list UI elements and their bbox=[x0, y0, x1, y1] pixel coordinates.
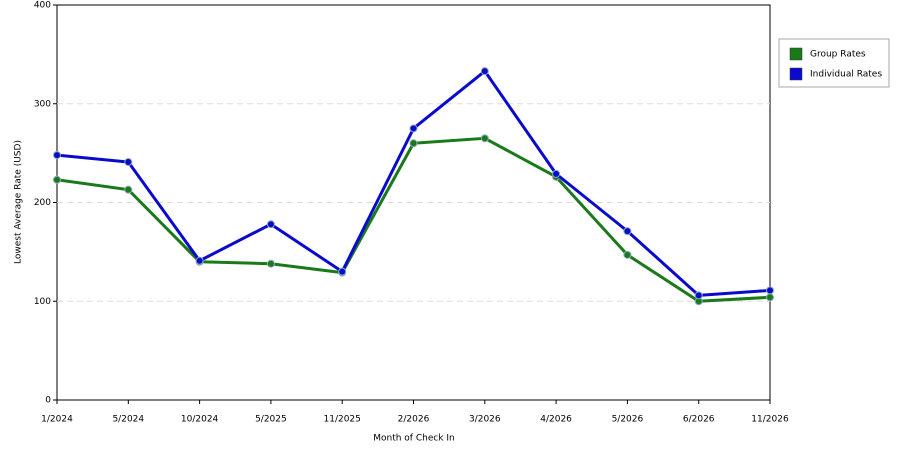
data-point bbox=[338, 267, 347, 276]
data-point bbox=[266, 259, 275, 268]
x-tick-label: 3/2026 bbox=[469, 415, 501, 425]
x-tick-label: 5/2024 bbox=[112, 415, 144, 425]
data-point bbox=[766, 286, 774, 295]
y-tick-label: 100 bbox=[34, 297, 51, 307]
y-tick-label: 0 bbox=[45, 396, 51, 406]
data-point bbox=[409, 139, 418, 148]
data-point bbox=[266, 220, 275, 229]
data-point bbox=[124, 158, 133, 167]
data-point bbox=[623, 250, 632, 259]
x-tick-label: 11/2025 bbox=[324, 415, 361, 425]
y-tick-label: 400 bbox=[34, 1, 51, 11]
data-point bbox=[623, 227, 632, 236]
legend-swatch bbox=[789, 47, 803, 61]
data-point bbox=[53, 175, 61, 184]
x-tick-label: 4/2026 bbox=[540, 415, 572, 425]
data-point bbox=[552, 169, 561, 178]
x-tick-label: 6/2026 bbox=[683, 415, 715, 425]
x-tick-label: 1/2024 bbox=[41, 415, 73, 425]
data-point bbox=[480, 67, 489, 76]
x-tick-label: 5/2026 bbox=[612, 415, 644, 425]
x-tick-label: 5/2025 bbox=[255, 415, 287, 425]
x-tick-label: 11/2026 bbox=[751, 415, 789, 425]
legend-label: Individual Rates bbox=[810, 70, 882, 80]
y-tick-label: 300 bbox=[34, 99, 51, 109]
x-tick-label: 10/2024 bbox=[181, 415, 219, 425]
data-point bbox=[409, 124, 418, 133]
y-tick-label: 200 bbox=[34, 198, 51, 208]
legend-swatch bbox=[789, 67, 803, 81]
data-point bbox=[694, 291, 703, 300]
data-point bbox=[53, 151, 61, 160]
legend-label: Group Rates bbox=[810, 50, 866, 60]
data-point bbox=[195, 256, 204, 265]
data-point bbox=[480, 134, 489, 143]
plot-area bbox=[56, 4, 771, 401]
x-axis-label: Month of Check In bbox=[373, 434, 455, 444]
data-point bbox=[766, 293, 774, 302]
x-tick-label: 2/2026 bbox=[398, 415, 430, 425]
y-axis-label: Lowest Average Rate (USD) bbox=[14, 140, 24, 264]
data-point bbox=[124, 185, 133, 194]
